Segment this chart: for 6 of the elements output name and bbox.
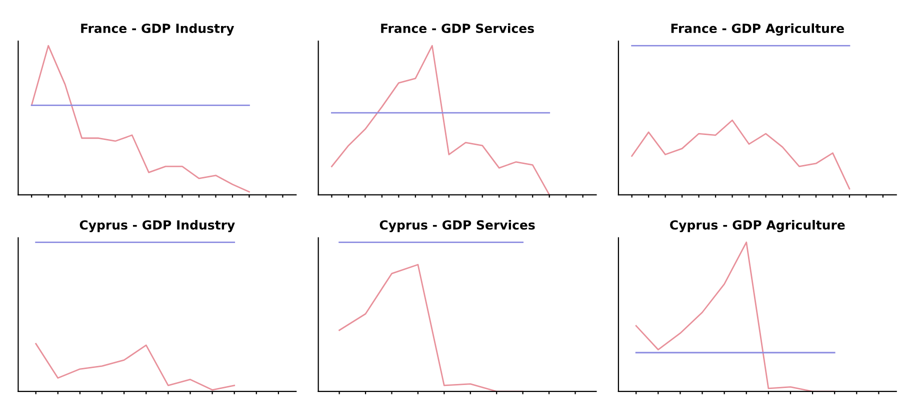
chart-title: Cyprus - GDP Services bbox=[380, 220, 535, 232]
chart-title: Cyprus - GDP Industry bbox=[80, 220, 235, 232]
chart-title: France - GDP Industry bbox=[81, 23, 234, 36]
chart-title: France - GDP Services bbox=[381, 23, 534, 34]
chart-title: Cyprus - GDP Agriculture bbox=[670, 220, 845, 232]
chart-title: France - GDP Agriculture bbox=[671, 23, 844, 36]
